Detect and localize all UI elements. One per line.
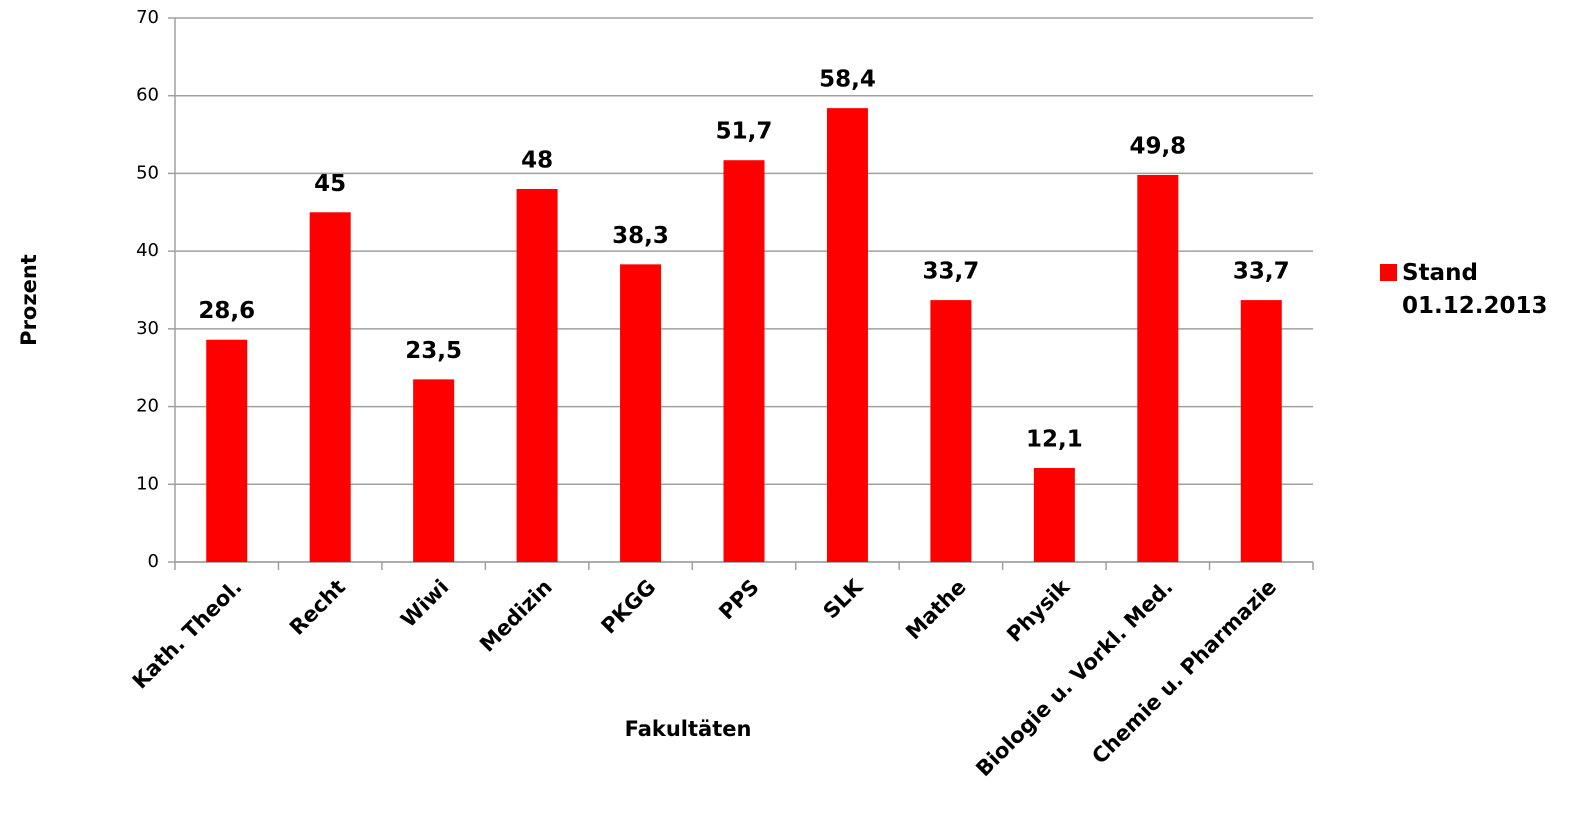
y-tick-label: 40 xyxy=(136,240,159,261)
y-tick-label: 70 xyxy=(136,7,159,28)
x-axis-title: Fakultäten xyxy=(625,717,752,741)
y-tick-label: 60 xyxy=(136,85,159,106)
bar xyxy=(1240,300,1282,562)
bar xyxy=(309,212,351,563)
bar xyxy=(1033,467,1075,562)
bar xyxy=(206,339,248,562)
y-tick-label: 0 xyxy=(148,551,159,572)
data-label: 12,1 xyxy=(1026,426,1083,452)
data-label: 38,3 xyxy=(612,223,669,249)
bar xyxy=(723,160,765,562)
x-tick-label: Physik xyxy=(1002,574,1075,647)
bar xyxy=(413,379,455,562)
x-tick-label: Kath. Theol. xyxy=(128,575,247,694)
bar xyxy=(516,188,558,562)
y-tick-label: 30 xyxy=(136,318,159,339)
x-tick-label: Medizin xyxy=(475,575,557,657)
y-tick-label: 20 xyxy=(136,396,159,417)
data-label: 45 xyxy=(314,171,346,197)
data-label: 33,7 xyxy=(923,259,980,285)
data-label: 33,7 xyxy=(1233,259,1290,285)
legend-swatch xyxy=(1380,264,1397,281)
data-label: 23,5 xyxy=(405,338,462,364)
x-tick-label: Wiwi xyxy=(396,575,453,632)
bar xyxy=(826,108,868,563)
data-label: 28,6 xyxy=(198,298,255,324)
data-label: 48 xyxy=(521,147,553,173)
data-label: 51,7 xyxy=(716,119,773,145)
x-tick-label: Biologie u. Vorkl. Med. xyxy=(971,575,1177,781)
legend-label: Stand 01.12.2013 xyxy=(1402,260,1548,319)
y-tick-label: 50 xyxy=(136,162,159,183)
y-axis-title: Prozent xyxy=(17,254,41,346)
data-label: 49,8 xyxy=(1129,133,1186,159)
bar xyxy=(620,264,662,562)
x-tick-label: PPS xyxy=(714,575,763,624)
x-tick-label: Chemie u. Pharmazie xyxy=(1087,575,1281,769)
x-tick-label: PKGG xyxy=(597,575,661,639)
bar xyxy=(1137,174,1179,563)
x-tick-label: Mathe xyxy=(901,575,971,645)
data-label: 58,4 xyxy=(819,67,876,93)
x-tick-label: Recht xyxy=(285,575,350,640)
bar xyxy=(930,300,972,562)
y-tick-label: 10 xyxy=(136,473,159,494)
x-tick-label: SLK xyxy=(819,574,868,623)
